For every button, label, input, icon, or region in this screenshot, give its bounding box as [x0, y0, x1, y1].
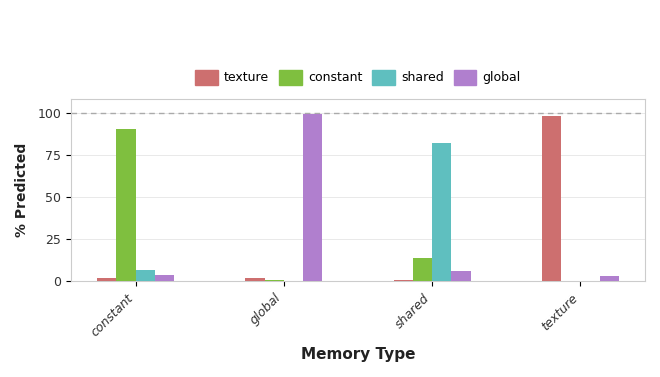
Legend: texture, constant, shared, global: texture, constant, shared, global — [190, 65, 526, 90]
Bar — [284, 281, 303, 282]
Bar — [451, 271, 471, 282]
Bar — [246, 278, 265, 282]
Bar — [412, 258, 432, 282]
Bar — [432, 143, 451, 282]
Bar — [393, 280, 412, 282]
X-axis label: Memory Type: Memory Type — [301, 347, 415, 362]
Bar — [135, 270, 155, 282]
Bar — [116, 129, 135, 282]
Bar — [97, 278, 116, 282]
Bar — [265, 280, 284, 282]
Bar — [542, 116, 561, 282]
Bar — [303, 114, 322, 282]
Bar — [155, 275, 174, 282]
Y-axis label: % Predicted: % Predicted — [15, 143, 29, 238]
Bar — [600, 276, 619, 282]
